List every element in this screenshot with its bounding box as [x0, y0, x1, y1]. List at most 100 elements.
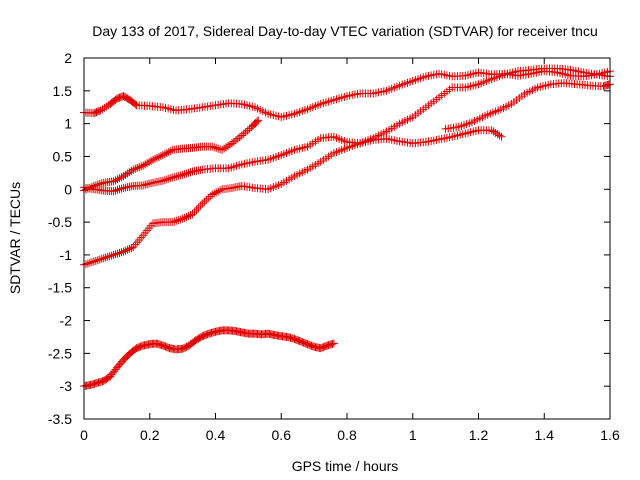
data-point	[152, 153, 161, 162]
data-point	[139, 181, 148, 190]
data-point	[121, 246, 130, 255]
data-point	[243, 126, 252, 135]
data-point	[113, 185, 122, 194]
data-point	[184, 168, 193, 177]
y-tick-label: -2	[60, 313, 73, 329]
data-point	[180, 170, 189, 179]
data-point	[208, 190, 217, 199]
data-point	[131, 164, 140, 173]
data-point	[176, 215, 185, 224]
data-point	[166, 146, 175, 155]
data-point	[192, 206, 201, 215]
data-point	[95, 107, 104, 116]
y-axis-label: SDTVAR / TECUs	[7, 182, 23, 294]
y-tick-label: 1	[64, 116, 72, 132]
data-point	[109, 250, 118, 259]
data-point	[141, 180, 150, 189]
data-point	[125, 244, 134, 253]
y-tick-label: -3	[60, 378, 73, 394]
data-point	[147, 156, 156, 165]
data-point	[188, 210, 197, 219]
data-point	[172, 216, 181, 225]
data-point	[151, 154, 160, 163]
data-point	[127, 166, 136, 175]
data-point	[117, 248, 126, 257]
data-point	[164, 174, 173, 183]
data-point	[186, 168, 195, 177]
data-point	[174, 171, 183, 180]
data-point	[156, 152, 165, 161]
data-point	[178, 170, 187, 179]
data-point	[149, 155, 158, 164]
data-point	[137, 162, 146, 171]
data-point	[107, 251, 116, 260]
data-point	[200, 197, 209, 206]
data-point	[97, 179, 106, 188]
data-point	[85, 258, 94, 267]
data-point	[162, 149, 171, 158]
data-point	[89, 257, 98, 266]
data-point	[81, 260, 90, 269]
data-point	[216, 145, 225, 154]
chart-title: Day 133 of 2017, Sidereal Day-to-day VTE…	[92, 23, 598, 39]
data-point	[241, 128, 250, 137]
data-point	[235, 133, 244, 142]
data-point	[216, 186, 225, 195]
data-point	[182, 212, 191, 221]
plot-frame	[83, 57, 611, 420]
data-point	[115, 185, 124, 194]
data-point	[99, 254, 108, 263]
data-point	[170, 217, 179, 226]
data-point	[97, 254, 106, 263]
data-point	[119, 247, 128, 256]
data-point	[174, 216, 183, 225]
y-tick-label: -1.5	[48, 280, 72, 296]
data-point	[160, 150, 169, 159]
x-tick-label: 0.6	[272, 427, 292, 443]
x-tick-label: 1	[409, 427, 417, 443]
data-markers	[80, 64, 614, 391]
data-point	[158, 151, 167, 160]
data-point	[101, 253, 110, 262]
data-point	[115, 248, 124, 257]
data-point	[105, 252, 114, 261]
data-point	[204, 194, 213, 203]
x-tick-label: 1.6	[600, 427, 620, 443]
x-tick-label: 1.4	[535, 427, 555, 443]
data-point	[190, 208, 199, 217]
data-point	[182, 169, 191, 178]
data-point	[135, 163, 144, 172]
data-point	[495, 131, 504, 140]
data-point	[212, 188, 221, 197]
data-point	[176, 171, 185, 180]
data-point	[129, 165, 138, 174]
data-point	[166, 174, 175, 183]
x-tick-label: 0.4	[206, 427, 226, 443]
data-point	[93, 256, 102, 265]
data-point	[95, 255, 104, 264]
data-point	[143, 180, 152, 189]
data-point	[117, 184, 126, 193]
data-point	[196, 201, 205, 210]
data-point	[162, 175, 171, 184]
data-point	[168, 218, 177, 227]
data-point	[252, 117, 261, 126]
data-point	[198, 199, 207, 208]
data-point	[147, 179, 156, 188]
data-point	[113, 249, 122, 258]
data-point	[254, 116, 263, 125]
y-tick-label: 1.5	[53, 83, 73, 99]
data-point	[91, 256, 100, 265]
data-point	[145, 179, 154, 188]
y-tick-label: -3.5	[48, 411, 72, 427]
data-point	[164, 147, 173, 156]
data-point	[87, 258, 96, 267]
y-tick-label: 0.5	[53, 148, 73, 164]
y-tick-label: 2	[64, 50, 72, 66]
data-point	[115, 174, 124, 183]
y-tick-label: -0.5	[48, 214, 72, 230]
data-point	[239, 129, 248, 138]
x-tick-label: 0	[80, 427, 88, 443]
data-point	[170, 172, 179, 181]
